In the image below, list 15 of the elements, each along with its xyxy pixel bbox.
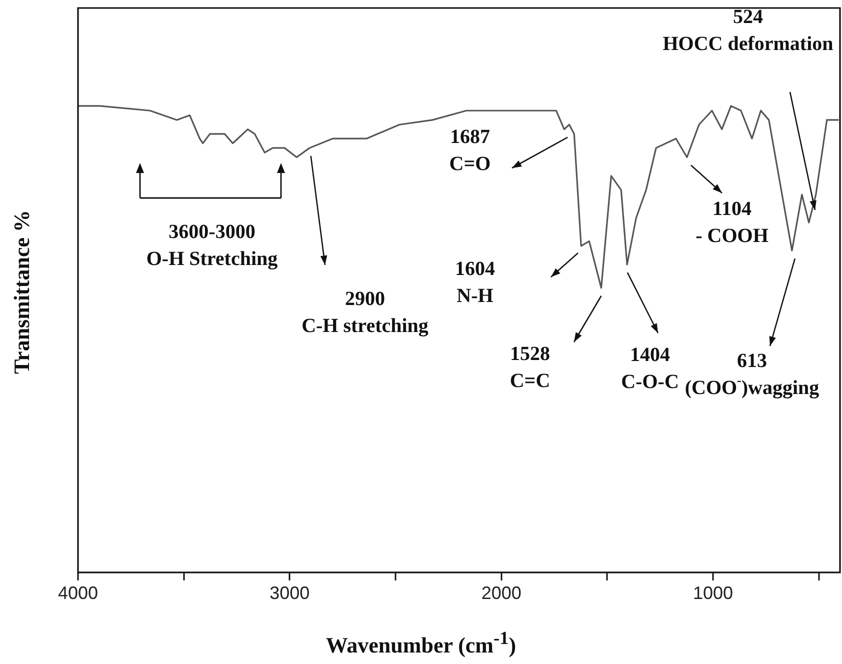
annotation: 1104 - COOH bbox=[696, 198, 769, 248]
annotation: 1604 N-H bbox=[455, 258, 495, 308]
annotation: 613 (COO-)wagging bbox=[684, 350, 820, 400]
y-axis-title: Transmittance % bbox=[9, 210, 35, 374]
x-tick-label: 1000 bbox=[692, 583, 734, 604]
x-axis-title: Wavenumber (cm$^{-1}$) bbox=[324, 628, 518, 658]
annotation: 2900 C-H stretching bbox=[302, 288, 428, 338]
x-tick-label: 3000 bbox=[270, 583, 310, 604]
x-tick-label: 2000 bbox=[481, 583, 522, 604]
x-tick-label: 4000 bbox=[58, 583, 98, 604]
text: 524 HOCC deformation bbox=[662, 6, 834, 56]
annotation: 1404 C-O-C bbox=[621, 344, 679, 394]
annotation: 1687 C=O bbox=[449, 126, 491, 176]
annotation: 3600-3000 O-H Stretching bbox=[146, 221, 278, 270]
annotation: 1528 C=C bbox=[510, 343, 550, 392]
